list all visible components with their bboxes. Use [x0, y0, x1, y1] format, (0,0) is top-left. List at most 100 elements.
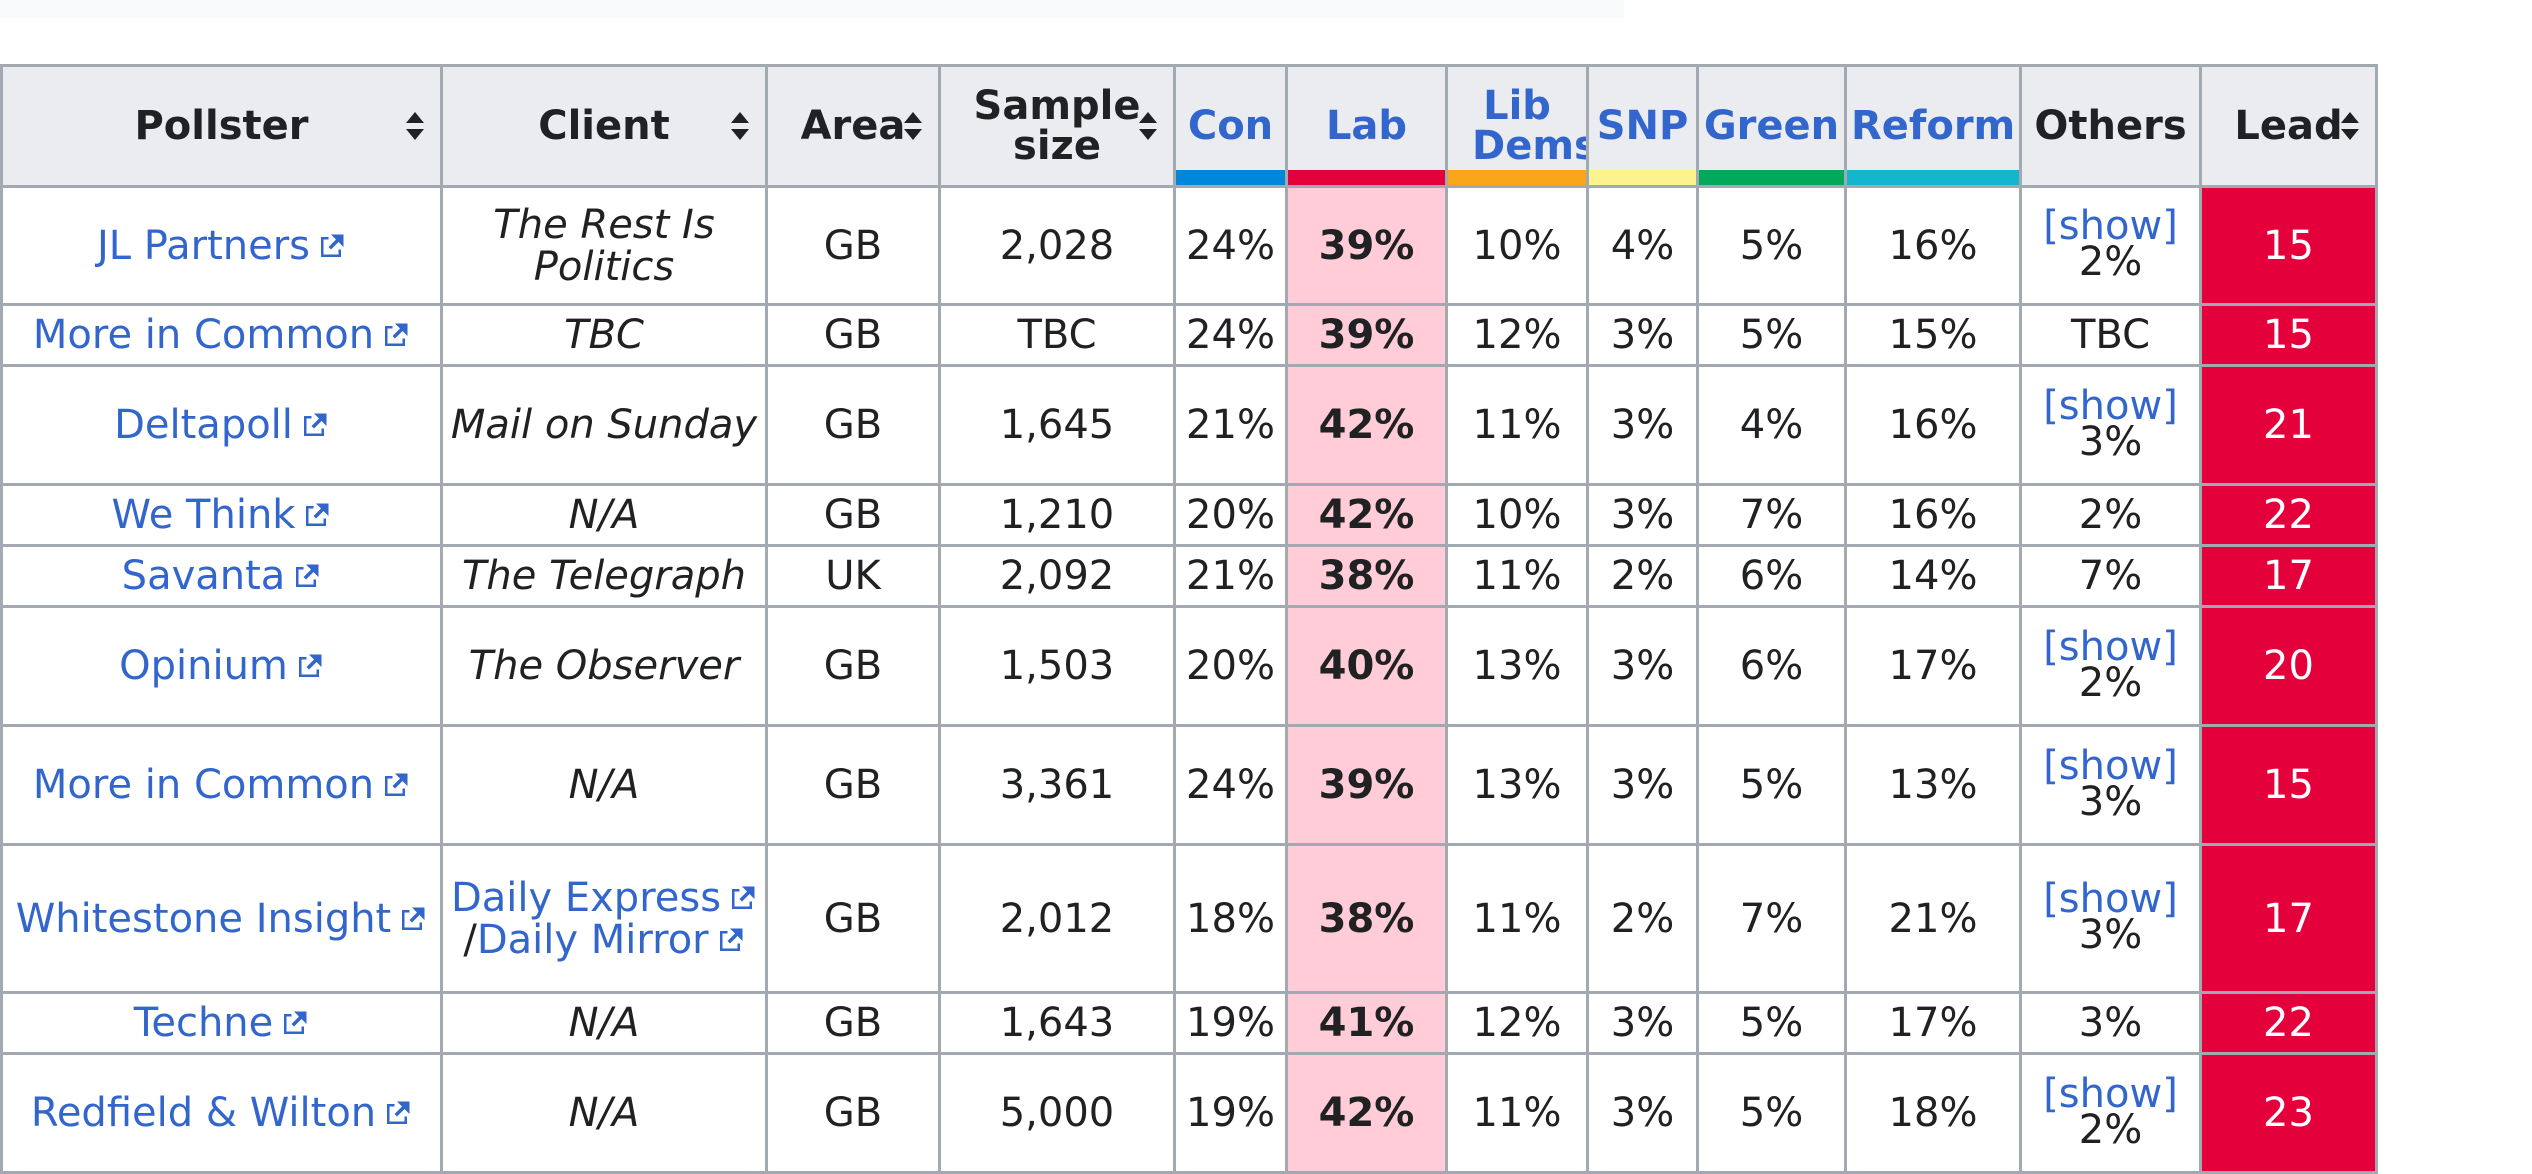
- external-link-icon: [321, 234, 344, 257]
- others-cell: 2%: [2019, 483, 2202, 547]
- opinion-polls-table: Pollster Client Area Sample size Con: [0, 64, 2378, 1174]
- lead-cell: 23: [2199, 1052, 2378, 1174]
- party-link-lab[interactable]: Lab: [1325, 103, 1408, 149]
- sample-size-cell: 3,361: [938, 724, 1176, 846]
- client-cell: The Observer: [440, 605, 768, 727]
- party-link-lib-dems[interactable]: Lib Dems: [1472, 83, 1588, 169]
- header-sample-size[interactable]: Sample size: [938, 64, 1176, 188]
- green-share-cell: 7%: [1696, 843, 1847, 994]
- client-cell: The Rest Is Politics: [440, 185, 768, 306]
- con-share-cell: 21%: [1173, 364, 1288, 486]
- header-party-green[interactable]: Green: [1696, 64, 1847, 188]
- sort-icon[interactable]: [729, 110, 751, 142]
- sample-size-cell: 2,012: [938, 843, 1176, 994]
- area-cell: GB: [765, 483, 941, 547]
- snp-share-cell: 3%: [1586, 483, 1699, 547]
- sample-size-cell: TBC: [938, 303, 1176, 367]
- sample-size-cell: 1,210: [938, 483, 1176, 547]
- table-row: More in Common TBC GB TBC 24% 39% 12% 3% 5% 15% TB…: [0, 303, 2378, 367]
- sort-icon[interactable]: [1137, 110, 1159, 142]
- header-party-reform[interactable]: Reform: [1844, 64, 2022, 188]
- area-cell: UK: [765, 544, 941, 608]
- show-others-toggle[interactable]: [show]: [2043, 1070, 2178, 1117]
- others-collapsible: [show] 2%: [2043, 1070, 2178, 1150]
- lab-share-cell: 42%: [1285, 483, 1448, 547]
- pollster-link[interactable]: Techne: [133, 1000, 274, 1046]
- party-link-reform[interactable]: Reform: [1851, 103, 2016, 149]
- table-row: Techne N/A GB 1,643 19% 41% 12% 3% 5% 17% 3% 22: [0, 991, 2378, 1055]
- lab-share-cell: 40%: [1285, 605, 1448, 727]
- reform-share-cell: 18%: [1844, 1052, 2022, 1174]
- header-party-con[interactable]: Con: [1173, 64, 1288, 188]
- party-link-con[interactable]: Con: [1187, 103, 1274, 149]
- pollster-link[interactable]: Savanta: [121, 553, 286, 599]
- client-cell: N/A: [440, 724, 768, 846]
- party-link-snp[interactable]: SNP: [1596, 103, 1689, 149]
- party-link-green[interactable]: Green: [1703, 103, 1840, 149]
- party-color-bar: [1700, 170, 1843, 184]
- pollster-link[interactable]: Redfield & Wilton: [30, 1090, 377, 1136]
- lib-dems-share-cell: 11%: [1445, 544, 1589, 608]
- client-cell: N/A: [440, 991, 768, 1055]
- header-lead[interactable]: Lead: [2199, 64, 2378, 188]
- reform-share-cell: 16%: [1844, 185, 2022, 306]
- show-others-toggle[interactable]: [show]: [2043, 382, 2178, 429]
- table-row: We Think N/A GB 1,210 20% 42% 10% 3% 7% 16% 2% 22: [0, 483, 2378, 547]
- pollster-link[interactable]: Deltapoll: [114, 402, 293, 448]
- green-share-cell: 5%: [1696, 724, 1847, 846]
- table-body: JL Partners The Rest Is Politics GB 2,028 24…: [0, 185, 2378, 1174]
- snp-share-cell: 3%: [1586, 724, 1699, 846]
- pollster-link[interactable]: Opinium: [119, 643, 288, 689]
- client-text: N/A: [568, 1090, 640, 1136]
- show-others-toggle[interactable]: [show]: [2043, 203, 2178, 249]
- pollster-link[interactable]: JL Partners: [96, 222, 310, 269]
- header-party-lab[interactable]: Lab: [1285, 64, 1448, 188]
- con-share-cell: 19%: [1173, 1052, 1288, 1174]
- snp-share-cell: 2%: [1586, 843, 1699, 994]
- sort-icon[interactable]: [2339, 110, 2361, 142]
- pollster-cell: JL Partners: [0, 185, 443, 306]
- reform-share-cell: 14%: [1844, 544, 2022, 608]
- header-party-snp[interactable]: SNP: [1586, 64, 1699, 188]
- header-pollster[interactable]: Pollster: [0, 64, 443, 188]
- client-cell: Daily Express/Daily Mirror: [440, 843, 768, 994]
- lead-cell: 15: [2199, 303, 2378, 367]
- show-others-toggle[interactable]: [show]: [2043, 742, 2178, 789]
- table-row: Savanta The Telegraph UK 2,092 21% 38% 11% 2% 6%…: [0, 544, 2378, 608]
- header-sample-line1: Sample: [973, 83, 1141, 129]
- area-cell: GB: [765, 185, 941, 306]
- sample-size-cell: 2,092: [938, 544, 1176, 608]
- pollster-link[interactable]: More in Common: [32, 312, 375, 358]
- table-row: JL Partners The Rest Is Politics GB 2,028 24…: [0, 185, 2378, 306]
- sort-icon[interactable]: [902, 110, 924, 142]
- external-link-icon: [298, 654, 322, 677]
- others-value: 3%: [2078, 1000, 2143, 1046]
- external-link-icon: [385, 323, 408, 346]
- header-client[interactable]: Client: [440, 64, 768, 188]
- reform-share-cell: 17%: [1844, 991, 2022, 1055]
- lib-dems-share-cell: 13%: [1445, 724, 1589, 846]
- show-others-toggle[interactable]: [show]: [2043, 623, 2178, 670]
- snp-share-cell: 2%: [1586, 544, 1699, 608]
- header-area[interactable]: Area: [765, 64, 941, 188]
- pollster-cell: Deltapoll: [0, 364, 443, 486]
- pollster-link[interactable]: More in Common: [32, 762, 375, 808]
- snp-share-cell: 3%: [1586, 364, 1699, 486]
- pollster-link[interactable]: Whitestone Insight: [15, 895, 392, 942]
- pollster-link[interactable]: We Think: [111, 492, 296, 538]
- client-link[interactable]: Daily Mirror: [476, 916, 709, 963]
- show-others-toggle[interactable]: [show]: [2043, 876, 2178, 922]
- snp-share-cell: 3%: [1586, 303, 1699, 367]
- header-party-lib-dems[interactable]: Lib Dems: [1445, 64, 1589, 188]
- client-cell: N/A: [440, 483, 768, 547]
- client-text: Mail on Sunday: [450, 402, 758, 448]
- reform-share-cell: 15%: [1844, 303, 2022, 367]
- lab-share-cell: 39%: [1285, 185, 1448, 306]
- lib-dems-share-cell: 13%: [1445, 605, 1589, 727]
- pollster-cell: Savanta: [0, 544, 443, 608]
- others-value: 3%: [2078, 418, 2143, 465]
- reform-share-cell: 13%: [1844, 724, 2022, 846]
- area-cell: GB: [765, 843, 941, 994]
- client-link[interactable]: Daily Express: [450, 874, 722, 921]
- sort-icon[interactable]: [404, 110, 426, 142]
